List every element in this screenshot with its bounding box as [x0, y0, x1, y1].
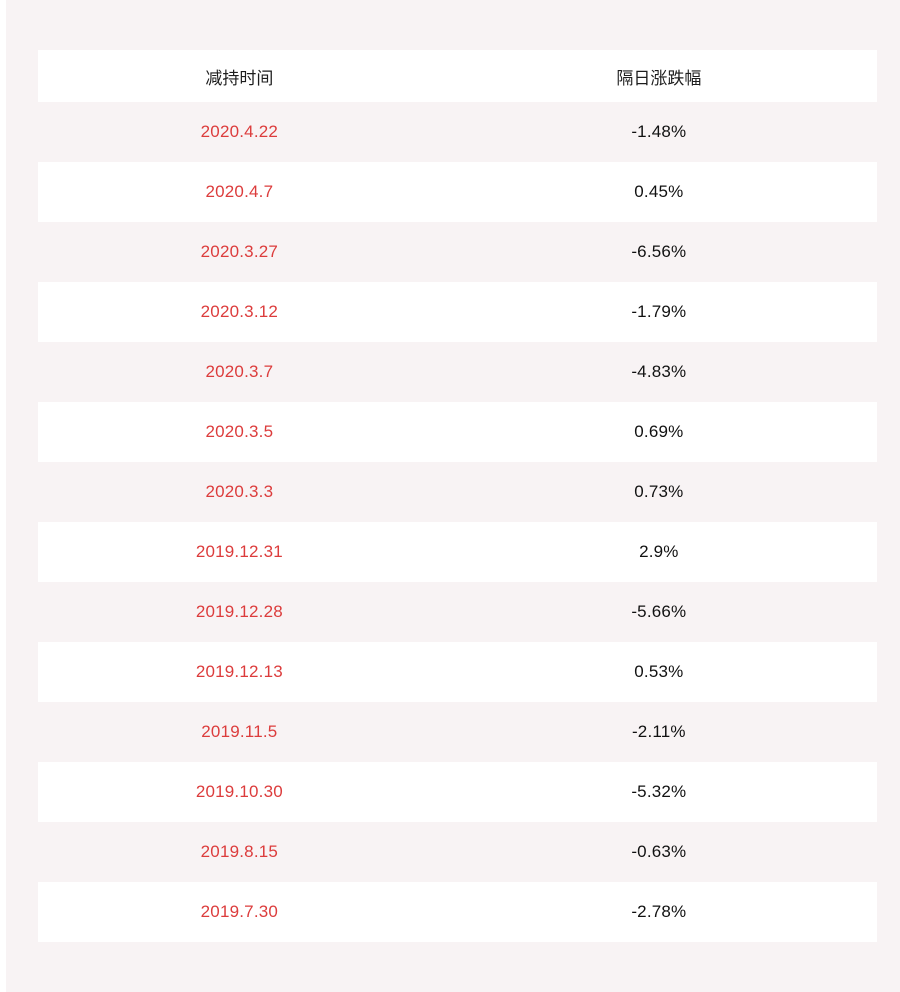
change-percent-cell: -4.83% — [631, 362, 687, 381]
column-header-next-day-change: 隔日涨跌幅 — [616, 68, 702, 88]
reduction-date-cell: 2019.8.15 — [200, 842, 279, 861]
reduction-date-cell: 2019.12.31 — [195, 542, 283, 561]
reduction-date-cell: 2020.3.3 — [205, 482, 274, 501]
table-row: 2020.3.27 -6.56% — [38, 222, 877, 282]
table-row: 2019.7.30 -2.78% — [38, 882, 877, 942]
reduction-date-cell: 2019.7.30 — [200, 902, 279, 921]
change-percent-cell: 2.9% — [639, 542, 679, 561]
change-percent-cell: -2.11% — [631, 722, 686, 741]
table-row: 2019.10.30 -5.32% — [38, 762, 877, 822]
table-row: 2019.11.5 -2.11% — [38, 702, 877, 762]
reduction-date-cell: 2019.12.28 — [195, 602, 283, 621]
table-row: 2020.3.3 0.73% — [38, 462, 877, 522]
reduction-date-cell: 2020.3.5 — [205, 422, 274, 441]
reduction-date-cell: 2020.3.27 — [200, 242, 279, 261]
reduction-date-cell: 2019.12.13 — [195, 662, 283, 681]
table-row: 2019.12.31 2.9% — [38, 522, 877, 582]
table-row: 2019.12.28 -5.66% — [38, 582, 877, 642]
column-header-reduction-time: 减持时间 — [205, 68, 274, 88]
table-row: 2020.3.5 0.69% — [38, 402, 877, 462]
change-percent-cell: -5.32% — [631, 782, 687, 801]
reduction-date-cell: 2020.4.22 — [200, 122, 279, 141]
reduction-date-cell: 2020.4.7 — [205, 182, 274, 201]
change-percent-cell: 0.73% — [634, 482, 684, 501]
table-row: 2020.4.7 0.45% — [38, 162, 877, 222]
change-percent-cell: 0.53% — [634, 662, 684, 681]
page-left-edge-strip — [0, 0, 6, 992]
table-row: 2019.12.13 0.53% — [38, 642, 877, 702]
change-percent-cell: 0.45% — [634, 182, 684, 201]
change-percent-cell: -1.79% — [631, 302, 687, 321]
table-row: 2020.3.12 -1.79% — [38, 282, 877, 342]
change-percent-cell: -5.66% — [631, 602, 687, 621]
table-header-row: 减持时间 隔日涨跌幅 — [38, 50, 877, 102]
reduction-date-cell: 2020.3.7 — [205, 362, 274, 381]
change-percent-cell: -6.56% — [631, 242, 687, 261]
reduction-date-cell: 2019.11.5 — [201, 722, 278, 741]
table-row: 2020.4.22 -1.48% — [38, 102, 877, 162]
change-percent-cell: -2.78% — [631, 902, 687, 921]
table-row: 2019.8.15 -0.63% — [38, 822, 877, 882]
reduction-change-table: 减持时间 隔日涨跌幅 2020.4.22 -1.48% 2020.4.7 0.4… — [38, 50, 877, 942]
table-row: 2020.3.7 -4.83% — [38, 342, 877, 402]
change-percent-cell: 0.69% — [634, 422, 684, 441]
change-percent-cell: -0.63% — [631, 842, 687, 861]
change-percent-cell: -1.48% — [631, 122, 687, 141]
table-body: 2020.4.22 -1.48% 2020.4.7 0.45% 2020.3.2… — [38, 102, 877, 942]
reduction-date-cell: 2019.10.30 — [195, 782, 283, 801]
reduction-date-cell: 2020.3.12 — [200, 302, 279, 321]
